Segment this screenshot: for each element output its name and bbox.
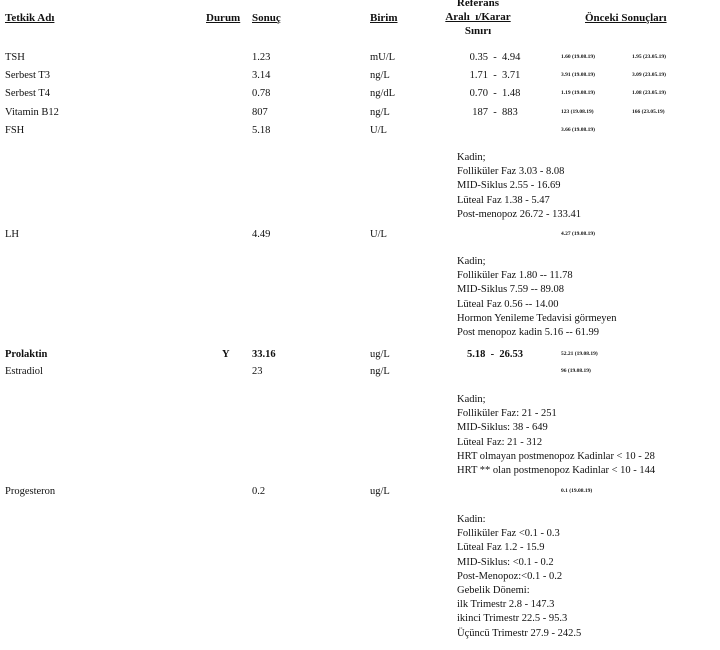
- reference-note: Lüteal Faz 1.2 - 15.9: [457, 542, 545, 554]
- reference-note: Kadin;: [457, 256, 486, 267]
- previous-result: 3.09 (23.05.19): [632, 72, 666, 78]
- previous-result: 1.60 (19.08.19): [561, 54, 595, 60]
- reference-note: Üçüncü Trimestr 27.9 - 242.5: [457, 627, 582, 639]
- test-name: Prolaktin: [5, 349, 48, 360]
- header-unit: Birim: [370, 12, 398, 24]
- reference-note: ikinci Trimestr 22.5 - 95.3: [457, 613, 568, 625]
- header-reference: Sınırı: [464, 25, 492, 37]
- unit: ng/L: [370, 107, 390, 118]
- reference-note: MID-Siklus: 38 - 649: [457, 422, 548, 434]
- reference-note: MID-Siklus 7.59 -- 89.08: [457, 284, 565, 296]
- reference-note: MID-Siklus 2.55 - 16.69: [457, 180, 561, 192]
- header-result: Sonuç: [252, 12, 281, 24]
- previous-result: 1.95 (23.05.19): [632, 54, 666, 60]
- reference-note: Hormon Yenileme Tedavisi görmeyen: [457, 312, 617, 324]
- reference-note: Folliküler Faz 1.80 -- 11.78: [457, 270, 573, 282]
- header-reference: Aralı ı/Karar: [445, 11, 511, 23]
- header-reference: Referans: [456, 0, 500, 9]
- test-name: Vitamin B12: [5, 107, 59, 118]
- reference-note: Post-menopoz 26.72 - 133.41: [457, 208, 581, 220]
- reference-range: 5.18 - 26.53: [467, 349, 523, 360]
- reference-range: 187 - 883: [472, 107, 518, 118]
- reference-note: HRT olmayan postmenopoz Kadinlar < 10 - …: [457, 450, 655, 462]
- result: 33.16: [252, 349, 276, 360]
- result: 1.23: [252, 52, 271, 63]
- reference-note: Folliküler Faz: 21 - 251: [457, 408, 557, 420]
- result: 23: [252, 366, 263, 377]
- unit: ng/L: [370, 70, 390, 81]
- unit: U/L: [370, 125, 387, 136]
- previous-result: 166 (23.05.19): [632, 109, 665, 115]
- result: 3.14: [252, 70, 271, 81]
- test-name: Estradiol: [5, 366, 43, 377]
- test-name: LH: [5, 229, 19, 240]
- reference-range: 0.35 - 4.94: [469, 52, 521, 63]
- header-previous: Önceki Sonuçları: [585, 12, 667, 24]
- test-name: FSH: [5, 125, 25, 136]
- reference-note: Folliküler Faz 3.03 - 8.08: [457, 166, 565, 178]
- test-name: Serbest T4: [5, 88, 51, 99]
- previous-result: 1.19 (19.08.19): [561, 90, 595, 96]
- unit: ng/dL: [370, 88, 396, 99]
- reference-range: 1.71 - 3.71: [469, 70, 521, 81]
- reference-note: HRT ** olan postmenopoz Kadinlar < 10 - …: [457, 465, 656, 476]
- reference-note: Post-Menopoz:<0.1 - 0.2: [457, 570, 563, 582]
- previous-result: 123 (19.08.19): [561, 109, 594, 115]
- unit: ng/L: [370, 366, 390, 377]
- result: 0.78: [252, 88, 271, 99]
- result: 807: [252, 107, 268, 118]
- reference-note: Lüteal Faz 1.38 - 5.47: [457, 194, 550, 206]
- header-status: Durum: [206, 12, 241, 24]
- previous-result: 52.21 (19.08.19): [561, 351, 598, 357]
- previous-result: 0.1 (19.08.19): [561, 488, 593, 494]
- result: 4.49: [252, 229, 271, 240]
- status: Y: [222, 349, 230, 360]
- reference-note: Post menopoz kadin 5.16 -- 61.99: [457, 327, 600, 338]
- unit: mU/L: [370, 52, 396, 63]
- reference-note: Kadin;: [457, 152, 486, 163]
- reference-note: ilk Trimestr 2.8 - 147.3: [457, 599, 555, 611]
- reference-range: 0.70 - 1.48: [469, 88, 521, 99]
- previous-result: 3.66 (19.08.19): [561, 127, 595, 133]
- reference-note: Gebelik Dönemi:: [457, 585, 530, 596]
- reference-note: Lüteal Faz: 21 - 312: [457, 436, 543, 448]
- previous-result: 1.08 (23.05.19): [632, 90, 666, 96]
- result: 0.2: [252, 486, 266, 497]
- unit: ug/L: [370, 486, 390, 497]
- reference-note: MID-Siklus: <0.1 - 0.2: [457, 556, 554, 568]
- reference-note: Kadin;: [457, 394, 486, 405]
- test-name: TSH: [5, 52, 25, 63]
- reference-note: Lüteal Faz 0.56 -- 14.00: [457, 298, 559, 310]
- previous-result: 96 (19.08.19): [561, 368, 591, 374]
- result: 5.18: [252, 125, 271, 136]
- reference-note: Folliküler Faz <0.1 - 0.3: [457, 528, 560, 540]
- reference-note: Kadin:: [457, 514, 486, 525]
- header-test: Tetkik Adı: [5, 12, 55, 24]
- test-name: Progesteron: [5, 486, 56, 497]
- previous-result: 3.91 (19.08.19): [561, 72, 595, 78]
- previous-result: 4.27 (19.08.19): [561, 231, 595, 237]
- unit: ug/L: [370, 349, 390, 360]
- unit: U/L: [370, 229, 387, 240]
- test-name: Serbest T3: [5, 70, 51, 81]
